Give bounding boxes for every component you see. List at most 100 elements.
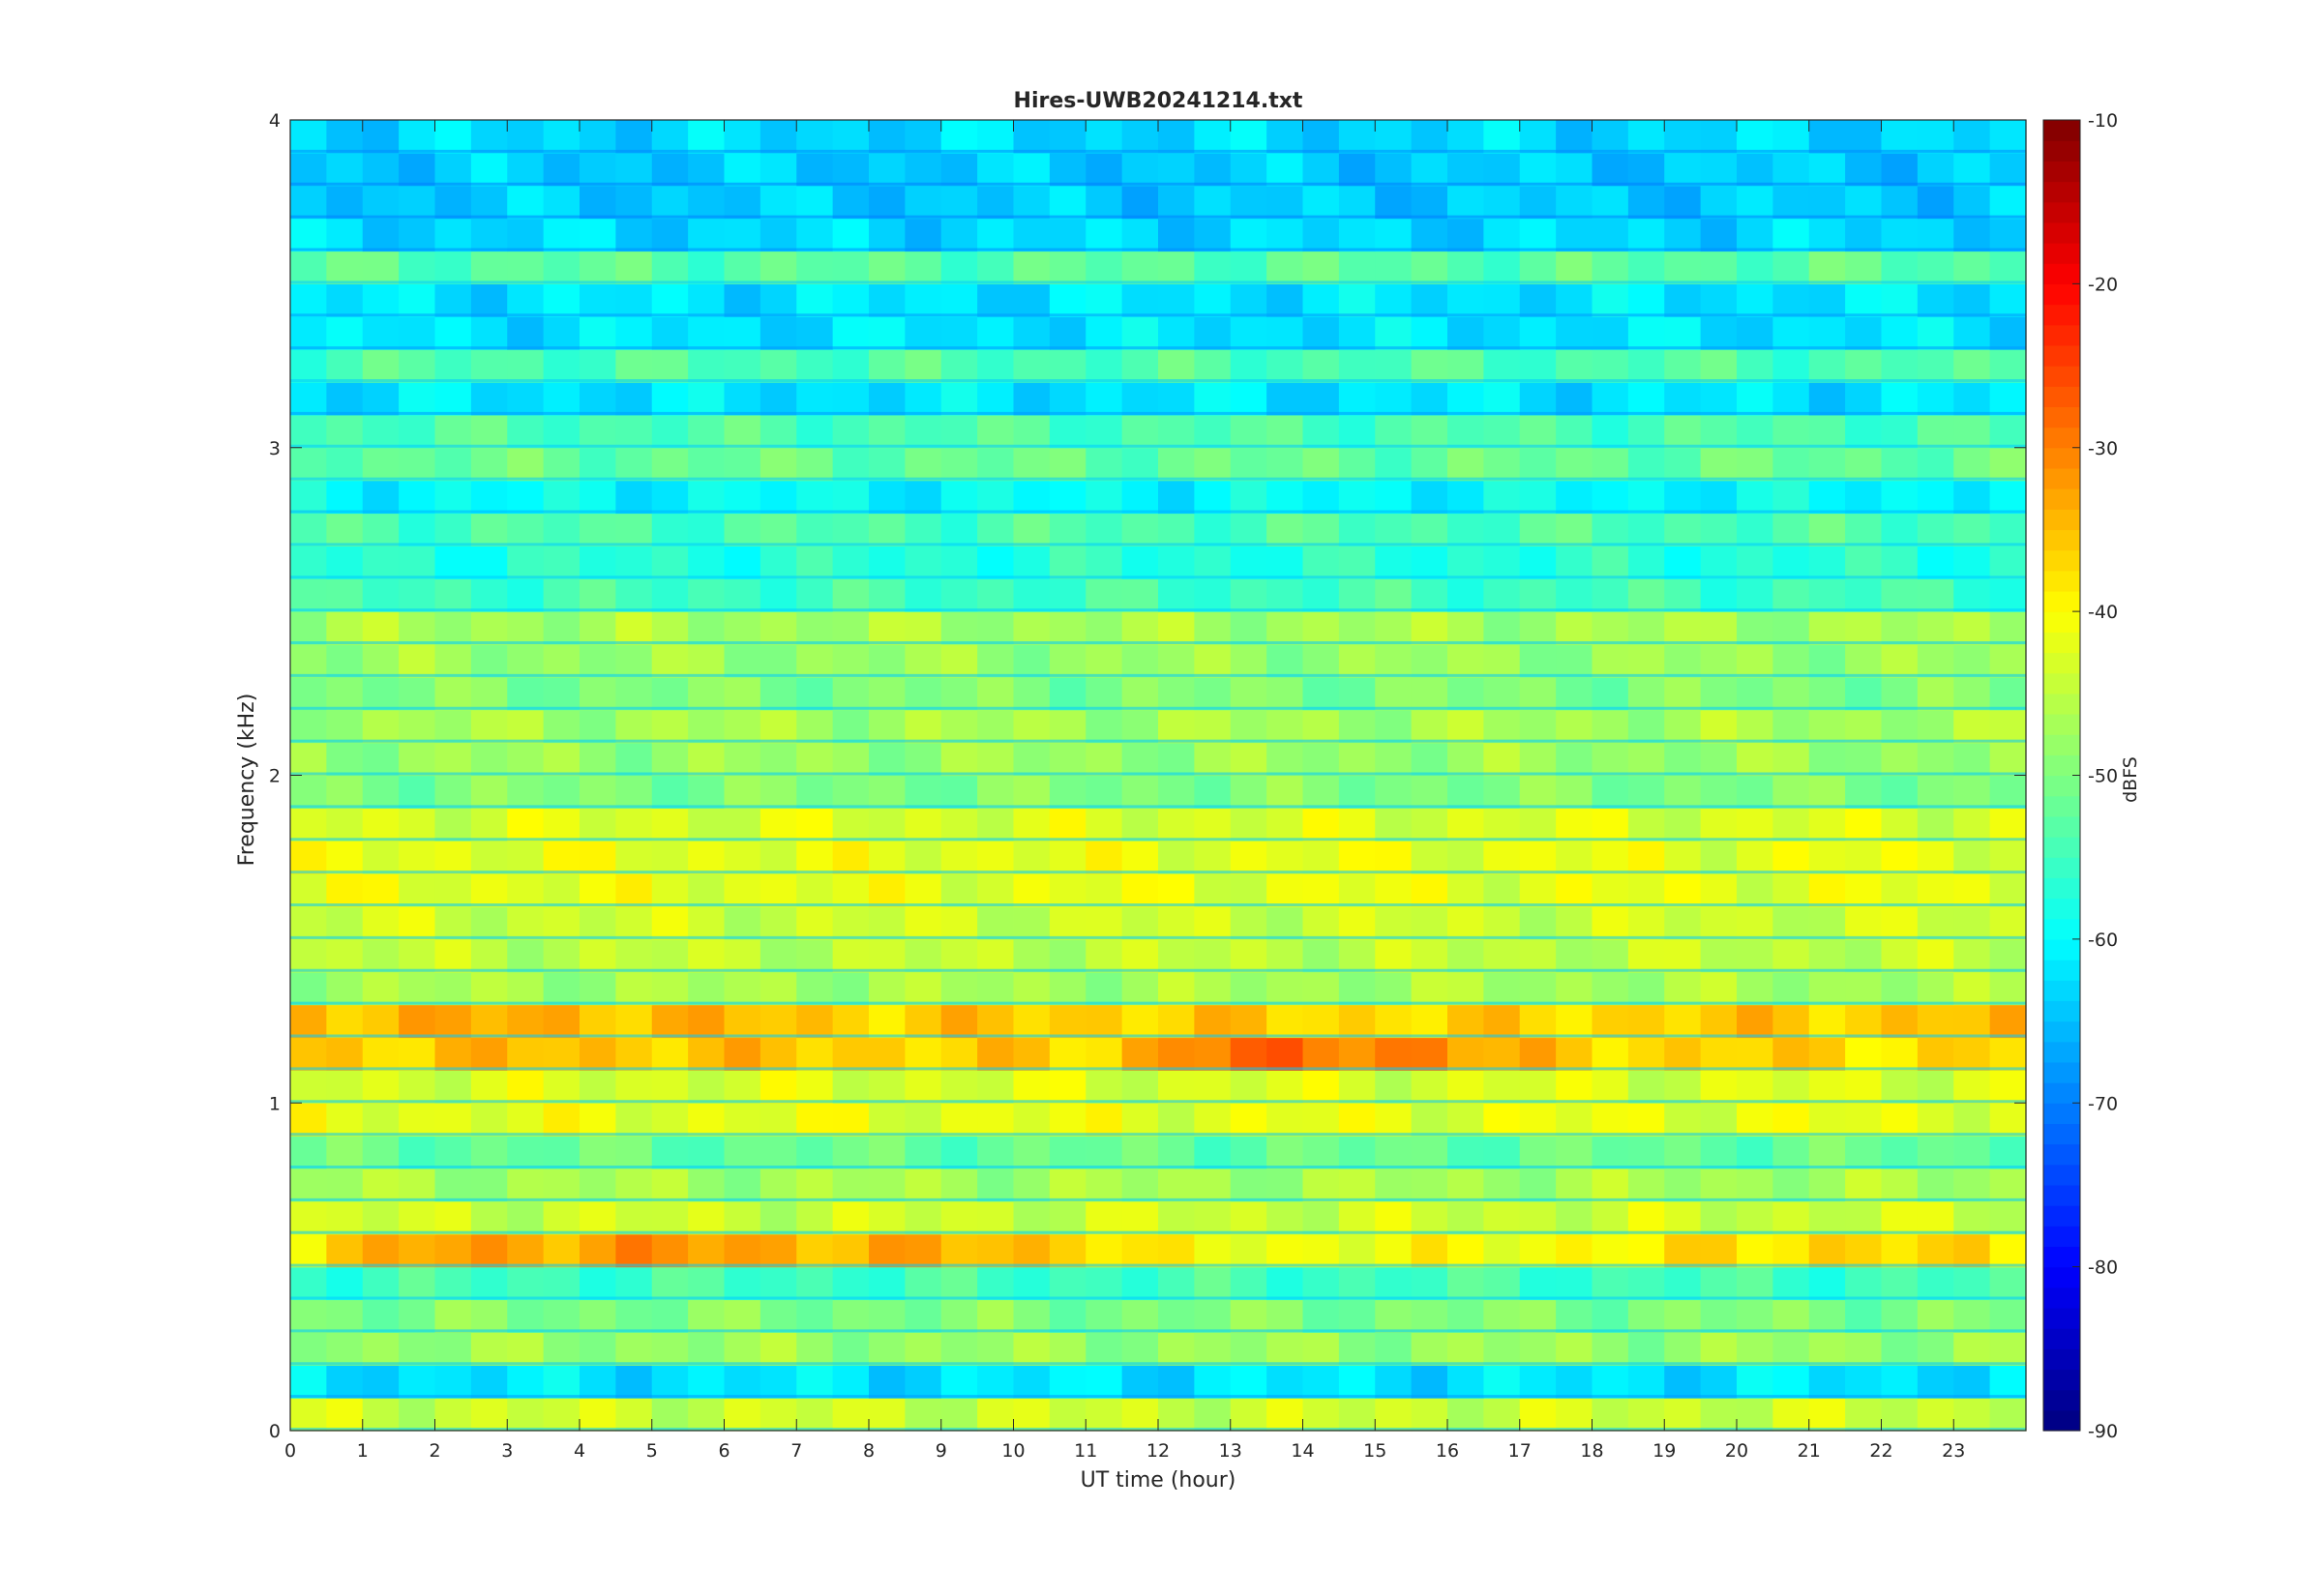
heatmap-cell [940, 349, 978, 383]
heatmap-cell [1664, 513, 1702, 547]
heatmap-cell [1808, 873, 1846, 907]
heatmap-cell [1845, 742, 1883, 777]
heatmap-cell [869, 578, 906, 612]
heatmap-cell [977, 775, 1015, 809]
heatmap-cell [905, 841, 942, 874]
heatmap-cell [832, 120, 870, 154]
colorbar-swatch [2043, 222, 2080, 244]
heatmap-cell [905, 873, 942, 907]
heatmap-cell [1737, 644, 1773, 678]
heatmap-cell [651, 1200, 689, 1235]
heatmap-cell [977, 938, 1015, 973]
heatmap-cell [1737, 546, 1773, 579]
heatmap-cell [1338, 1136, 1376, 1169]
heatmap-cell [470, 1103, 508, 1137]
heatmap-cell [940, 841, 978, 874]
heatmap-cell [977, 218, 1015, 252]
heatmap-cell [1845, 578, 1883, 612]
heatmap-cell [1121, 1365, 1159, 1399]
heatmap-cell [507, 1365, 545, 1399]
heatmap-cell [1194, 382, 1232, 416]
heatmap-cell [688, 841, 726, 874]
heatmap-cell [362, 578, 400, 612]
heatmap-cell [1845, 775, 1883, 809]
heatmap-cell [1556, 414, 1593, 449]
heatmap-cell [1375, 1233, 1413, 1268]
heatmap-cell [1627, 873, 1665, 907]
heatmap-cell [1049, 873, 1087, 907]
heatmap-cell [1917, 1266, 1954, 1301]
heatmap-cell [1302, 480, 1340, 515]
heatmap-cell [362, 676, 400, 711]
heatmap-cell [1592, 1398, 1629, 1432]
heatmap-cell [1302, 578, 1340, 612]
x-tick-label: 22 [1869, 1440, 1892, 1462]
heatmap-cell [1737, 447, 1773, 482]
heatmap-cell [1483, 480, 1521, 515]
heatmap-cell [651, 676, 689, 711]
heatmap-cell [1845, 611, 1883, 645]
heatmap-cell [1737, 775, 1773, 809]
heatmap-cell [326, 775, 364, 809]
heatmap-cell [1302, 1332, 1340, 1366]
heatmap-cell [905, 382, 942, 416]
heatmap-cell [759, 808, 797, 842]
heatmap-cell [1953, 644, 1991, 678]
heatmap-cell [688, 709, 726, 744]
heatmap-cell [1556, 841, 1593, 874]
heatmap-cell [507, 1004, 545, 1039]
heatmap-cell [1411, 1266, 1448, 1301]
heatmap-cell [615, 1037, 653, 1071]
heatmap-cell [1302, 1233, 1340, 1268]
heatmap-cell [399, 676, 436, 711]
heatmap-cell [1338, 120, 1376, 154]
heatmap-cell [651, 1103, 689, 1137]
heatmap-cell [1121, 1299, 1159, 1333]
heatmap-cell [1592, 1233, 1629, 1268]
heatmap-cell [1266, 546, 1304, 579]
heatmap-cell [1737, 709, 1773, 744]
heatmap-cell [1917, 414, 1954, 449]
heatmap-cell [832, 1365, 870, 1399]
heatmap-cell [1808, 938, 1846, 973]
heatmap-cell [1772, 316, 1810, 350]
heatmap-cell [1845, 873, 1883, 907]
heatmap-cell [1302, 316, 1340, 350]
x-tick-label: 15 [1363, 1440, 1386, 1462]
heatmap-cell [1519, 1200, 1557, 1235]
heatmap-cell [1953, 349, 1991, 383]
heatmap-cell [1989, 251, 2027, 284]
heatmap-cell [1375, 709, 1413, 744]
heatmap-cell [1121, 185, 1159, 220]
heatmap-cell [1917, 709, 1954, 744]
heatmap-cell [1953, 841, 1991, 874]
band-separator [290, 1133, 2026, 1137]
heatmap-cell [1086, 1233, 1123, 1268]
heatmap-cell [724, 120, 761, 154]
heatmap-cell [759, 1233, 797, 1268]
heatmap-cell [1592, 611, 1629, 645]
heatmap-cell [362, 742, 400, 777]
heatmap-cell [580, 1004, 616, 1039]
heatmap-cell [1447, 251, 1484, 284]
heatmap-cell [1086, 873, 1123, 907]
heatmap-cell [796, 906, 834, 940]
heatmap-cell [1194, 578, 1232, 612]
x-tick-label: 17 [1508, 1440, 1532, 1462]
heatmap-cell [1266, 1168, 1304, 1202]
heatmap-cell [1772, 120, 1810, 154]
heatmap-cell [1556, 1365, 1593, 1399]
heatmap-cell [1700, 1200, 1738, 1235]
colorbar-swatch [2043, 283, 2080, 306]
heatmap-cell [759, 578, 797, 612]
heatmap-cell [1772, 1070, 1810, 1104]
colorbar-swatch [2043, 366, 2080, 387]
heatmap-cell [1049, 1168, 1087, 1202]
colorbar-tick-label: -70 [2088, 1093, 2118, 1114]
heatmap-cell [1664, 906, 1702, 940]
heatmap-cell [1808, 1398, 1846, 1432]
heatmap-cell [1917, 1233, 1954, 1268]
heatmap-cell [651, 808, 689, 842]
heatmap-cell [1556, 382, 1593, 416]
heatmap-cell [1519, 546, 1557, 579]
